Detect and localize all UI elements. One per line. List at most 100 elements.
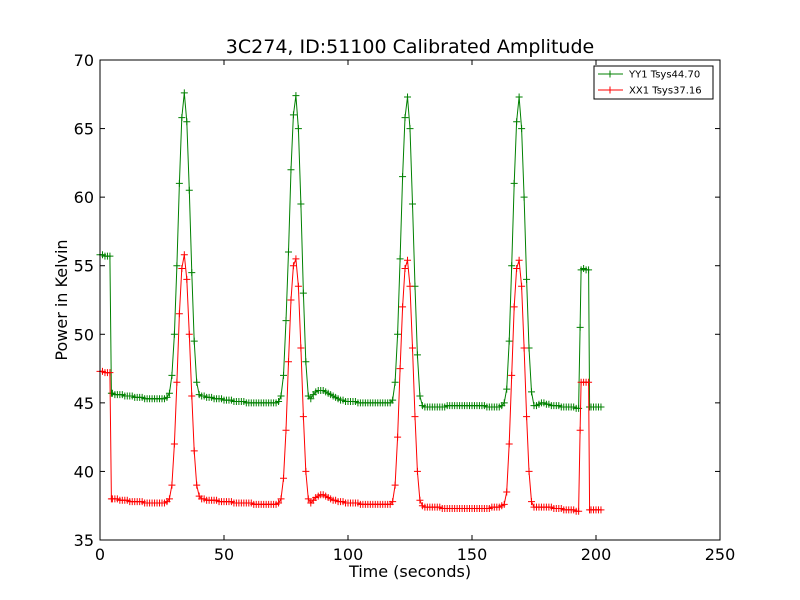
series-1-point (404, 256, 412, 264)
series-0-point (178, 114, 186, 122)
series-0-point (168, 371, 176, 379)
series-0-point (503, 385, 511, 393)
series-1-point (188, 392, 196, 400)
series-1-point (513, 264, 521, 272)
legend-box (593, 65, 714, 100)
series-0-point (518, 125, 526, 133)
x-tick-label: 200 (581, 545, 612, 564)
series-1-point (284, 358, 292, 366)
series-0-point (401, 114, 409, 122)
series-1-point (277, 495, 285, 503)
series-0-point (294, 125, 302, 133)
series-1-point (168, 481, 176, 489)
series-0-point (500, 399, 508, 407)
series-1-point (413, 467, 421, 475)
legend-label-1: XX1 Tsys37.16 (629, 86, 702, 97)
series-1-point (190, 447, 198, 455)
series-0-point (180, 89, 188, 97)
series-layer (96, 89, 605, 515)
series-1-point (289, 262, 297, 270)
series-1-point (416, 496, 424, 504)
legend-label-0: YY1 Tsys44.70 (628, 70, 700, 81)
series-1-point (175, 310, 183, 318)
series-1-point (396, 365, 404, 373)
ticks-layer: 0 50 100 150 200 250 35 40 45 50 55 60 65 70 (74, 51, 736, 564)
series-1-point (173, 378, 181, 386)
series-1-point (510, 303, 518, 311)
series-0-point (585, 266, 593, 274)
series-0-point (287, 166, 295, 174)
series-1-point (183, 275, 191, 283)
series-0-point (406, 125, 414, 133)
series-0-point (597, 403, 605, 411)
series-1-point (585, 378, 593, 386)
x-tick-label: 250 (705, 545, 736, 564)
series-0-point (399, 173, 407, 181)
series-0-point (404, 93, 412, 101)
x-tick-label: 0 (95, 545, 105, 564)
y-tick-label: 65 (74, 120, 94, 139)
legend-marker-0 (606, 70, 614, 78)
series-1-point (525, 467, 533, 475)
series-1-point (282, 426, 290, 434)
series-1-point (275, 499, 283, 507)
y-axis-title: Power in Kelvin (52, 239, 71, 360)
x-tick-label: 150 (457, 545, 488, 564)
series-1-point (193, 481, 201, 489)
series-1-point (185, 330, 193, 338)
series-0-point (282, 317, 290, 325)
series-0-point (508, 262, 516, 270)
series-1-point (394, 433, 402, 441)
series-1-point (597, 506, 605, 514)
series-1-point (294, 282, 302, 290)
series-0-point (576, 323, 584, 331)
series-1-point (508, 371, 516, 379)
series-1-point (523, 413, 531, 421)
series-0-point (523, 275, 531, 283)
series-0-point (391, 378, 399, 386)
series-1-point (528, 498, 536, 506)
y-tick-label: 50 (74, 325, 94, 344)
series-1-point (297, 344, 305, 352)
series-0-point (505, 337, 513, 345)
series-0-point (170, 330, 178, 338)
series-0-point (389, 396, 397, 404)
series-0-point (280, 371, 288, 379)
series-1-point (575, 507, 583, 515)
series-1-point (280, 474, 288, 482)
y-tick-label: 55 (74, 257, 94, 276)
series-1-point (106, 369, 114, 377)
series-0-point (520, 193, 528, 201)
series-1-point (520, 344, 528, 352)
y-tick-label: 60 (74, 188, 94, 207)
y-tick-label: 35 (74, 531, 94, 550)
series-1-point (411, 413, 419, 421)
series-1-point (401, 264, 409, 272)
series-1-point (515, 256, 523, 264)
series-1-point (518, 282, 526, 290)
series-0-point (175, 179, 183, 187)
series-0-point (297, 200, 305, 208)
series-0-point (190, 337, 198, 345)
series-0-point (173, 262, 181, 270)
x-tick-label: 50 (214, 545, 234, 564)
series-1-point (389, 498, 397, 506)
series-1-point (391, 481, 399, 489)
series-0-point (302, 358, 310, 366)
series-0-point (277, 392, 285, 400)
series-0-point (416, 392, 424, 400)
series-0-point (275, 397, 283, 405)
series-1-point (503, 488, 511, 496)
series-0-point (284, 248, 292, 256)
series-1-point (180, 251, 188, 259)
series-1-point (576, 426, 584, 434)
series-1-point (292, 255, 300, 263)
series-1-point (505, 440, 513, 448)
series-0-point (183, 118, 191, 126)
series-1-point (406, 282, 414, 290)
series-0-point (106, 252, 114, 260)
legend-marker-1 (606, 86, 614, 94)
series-0-point (515, 93, 523, 101)
series-0-point (307, 395, 315, 403)
